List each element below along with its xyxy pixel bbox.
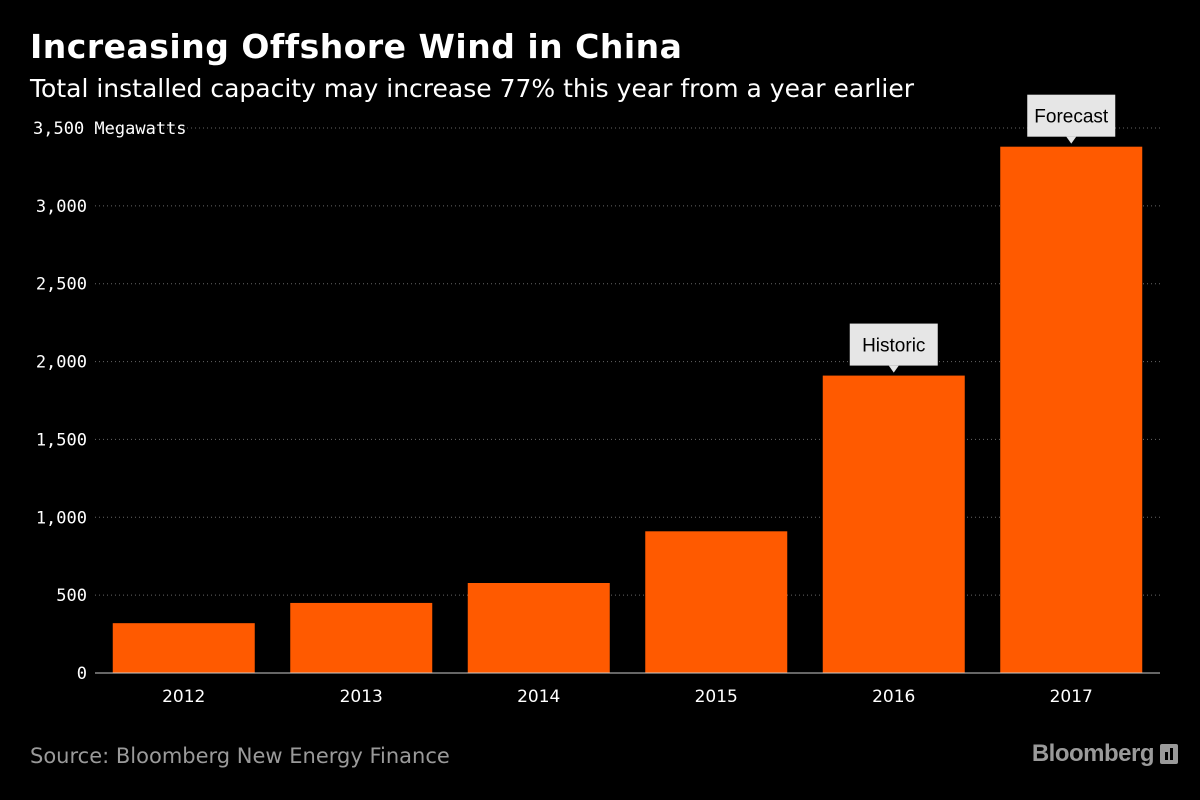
chart-title: Increasing Offshore Wind in China (30, 27, 683, 66)
bar-2013 (290, 602, 433, 673)
y-tick-label: 2,500 (36, 275, 87, 295)
bar-2012 (112, 623, 255, 673)
logo-wordmark: Bloomberg (1031, 740, 1155, 767)
grid-lines (95, 127, 1160, 596)
y-tick-label: 2,000 (36, 353, 87, 373)
y-tick-label: 3,500 Megawatts (33, 119, 187, 139)
y-tick-label: 0 (77, 664, 87, 684)
callout-pointer (1066, 136, 1077, 144)
callout-historic: Historic (849, 323, 938, 373)
bars (112, 146, 1143, 673)
chart-subtitle: Total installed capacity may increase 77… (30, 74, 915, 103)
y-tick-label: 1,500 (36, 430, 87, 450)
x-axis: 2012 2013 2014 2015 2016 2017 (95, 672, 1160, 707)
bar-2016 (822, 375, 965, 673)
x-tick-label: 2015 (695, 687, 738, 707)
bar-2014 (467, 582, 610, 673)
callouts: Historic Forecast (849, 94, 1116, 373)
y-tick-label: 1,000 (36, 508, 87, 528)
x-tick-label: 2016 (872, 687, 915, 707)
source-note: Source: Bloomberg New Energy Finance (30, 744, 450, 768)
x-tick-label: 2014 (517, 687, 560, 707)
bar-2017 (1000, 146, 1143, 673)
callout-box (1027, 94, 1116, 137)
bar-2015 (645, 531, 788, 673)
y-tick-label: 500 (56, 586, 87, 606)
callout-label: Historic (862, 336, 925, 357)
y-tick-label: 3,000 (36, 197, 87, 217)
y-axis-ticks: 0 500 1,000 1,500 2,000 2,500 3,000 3,500 Megaw… (33, 119, 187, 684)
bar-chart-icon (1160, 744, 1178, 764)
callout-box (849, 323, 938, 366)
callout-pointer (888, 365, 899, 373)
callout-forecast: Forecast (1027, 94, 1116, 144)
bloomberg-logo: Bloomberg (1032, 740, 1178, 768)
x-tick-label: 2012 (162, 687, 205, 707)
x-tick-label: 2017 (1050, 687, 1093, 707)
callout-label: Forecast (1034, 107, 1109, 128)
x-tick-label: 2013 (340, 687, 383, 707)
